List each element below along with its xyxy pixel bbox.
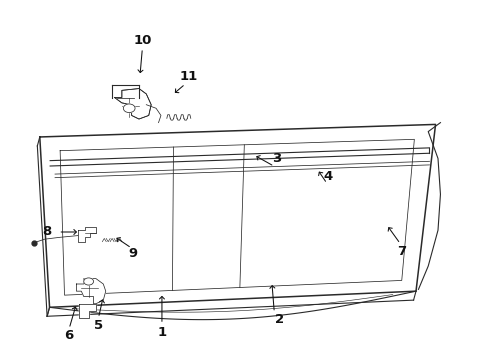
Text: 3: 3 [272,152,281,165]
Text: 11: 11 [180,69,198,82]
Circle shape [123,104,135,113]
Text: 4: 4 [323,170,333,183]
Polygon shape [115,89,151,119]
Text: 1: 1 [157,326,167,339]
Text: 8: 8 [43,225,52,238]
Circle shape [84,278,94,285]
Polygon shape [79,304,96,318]
Polygon shape [78,226,97,242]
Text: 9: 9 [128,247,137,260]
Text: 2: 2 [274,313,284,327]
Text: 7: 7 [397,245,406,258]
Text: 10: 10 [133,33,151,47]
Text: 5: 5 [94,319,103,332]
Text: 6: 6 [65,329,74,342]
Polygon shape [76,279,106,304]
